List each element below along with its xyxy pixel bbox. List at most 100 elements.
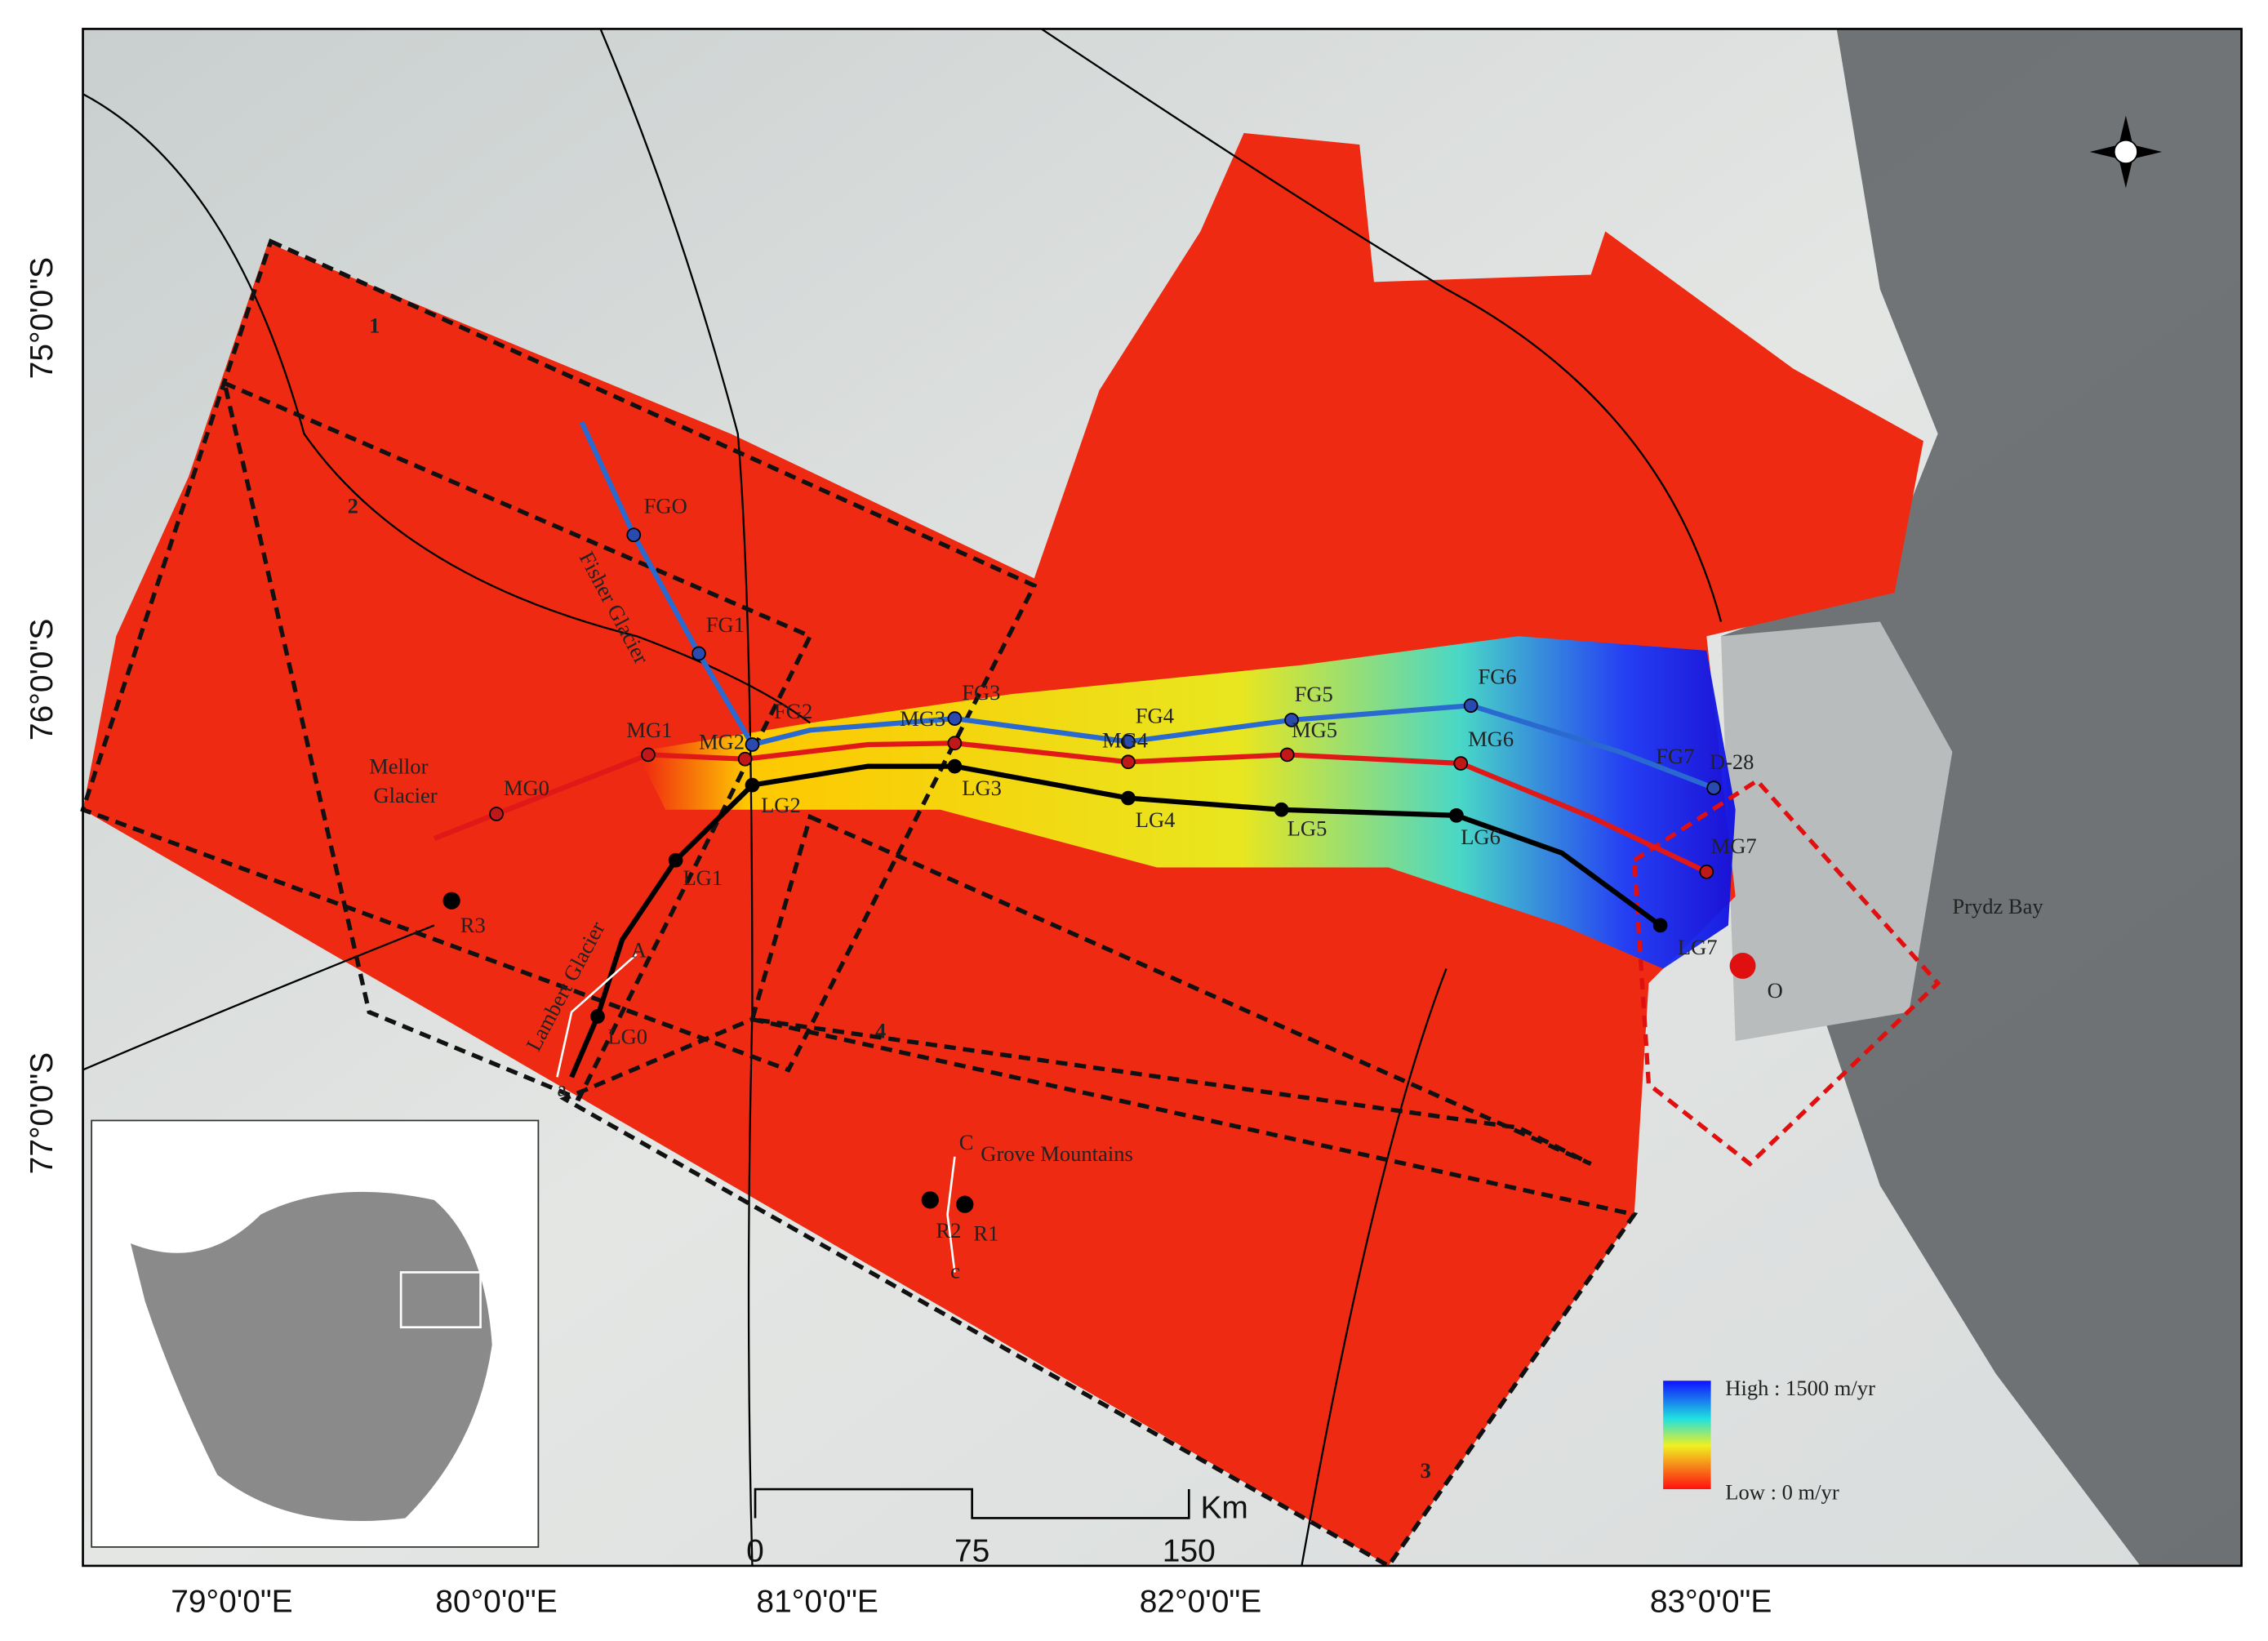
inset-extent bbox=[399, 1271, 482, 1329]
flow-point-label: MG3 bbox=[900, 706, 945, 731]
flow-point bbox=[745, 777, 760, 793]
scale-unit: Km bbox=[1200, 1490, 1247, 1525]
flow-point bbox=[1121, 754, 1136, 770]
flow-point bbox=[737, 751, 753, 767]
flow-point-label: LG3 bbox=[962, 776, 1002, 800]
flow-point bbox=[1463, 698, 1479, 714]
flow-point-label: LG5 bbox=[1287, 816, 1327, 841]
flow-point-label: MG5 bbox=[1292, 718, 1337, 742]
flow-point bbox=[489, 807, 504, 821]
flow-point bbox=[692, 646, 706, 661]
flow-point bbox=[947, 711, 963, 727]
place-label: Prydz Bay bbox=[1952, 894, 2043, 918]
region-box bbox=[749, 813, 1592, 1167]
flow-point-label: LG0 bbox=[607, 1025, 647, 1049]
site-label: R1 bbox=[973, 1221, 998, 1245]
flow-point bbox=[1121, 790, 1136, 806]
region-box bbox=[559, 1016, 1639, 1569]
flow-point-label: FG5 bbox=[1295, 682, 1333, 706]
region-number: 3 bbox=[1421, 1458, 1431, 1483]
lg-line bbox=[569, 763, 1662, 1078]
flow-point-label: MG1 bbox=[626, 718, 672, 742]
latitude-label: 76°0'0"S bbox=[24, 619, 60, 740]
flow-point-label: MG0 bbox=[504, 776, 549, 800]
longitude-label: 80°0'0"E bbox=[435, 1585, 557, 1620]
region-box bbox=[221, 379, 813, 1102]
region-number: 2 bbox=[348, 494, 358, 518]
flow-point-label: MG6 bbox=[1468, 727, 1514, 751]
region-number: 4 bbox=[875, 1019, 886, 1043]
place-label: O bbox=[1768, 978, 1783, 1003]
profile-a bbox=[556, 953, 638, 1078]
velocity-field bbox=[82, 132, 1923, 1566]
scale-tick-label: 0 bbox=[746, 1534, 764, 1569]
subregion-boxes bbox=[80, 238, 1639, 1569]
scale-bar-line bbox=[754, 1488, 1190, 1519]
site-marker bbox=[956, 1195, 974, 1213]
flow-point bbox=[590, 1009, 605, 1024]
flow-point-label: MG7 bbox=[1711, 834, 1757, 858]
flow-point bbox=[947, 758, 963, 774]
profile-c bbox=[946, 1156, 956, 1273]
coastlines bbox=[82, 28, 1723, 1567]
flow-point bbox=[1279, 747, 1295, 763]
flow-point bbox=[1706, 780, 1721, 796]
flow-point-label: FG3 bbox=[962, 680, 1000, 705]
profile-end-label: a bbox=[557, 1076, 567, 1101]
flow-point-label: FGO bbox=[644, 494, 687, 518]
flow-point-label: LG4 bbox=[1136, 807, 1176, 832]
flow-point bbox=[1284, 713, 1299, 727]
ocean bbox=[1720, 29, 2242, 1566]
scale-tick-label: 75 bbox=[954, 1534, 989, 1569]
flow-point bbox=[641, 747, 656, 763]
region-box bbox=[80, 238, 1038, 1073]
boundary-line bbox=[1301, 968, 1448, 1567]
boundary-line bbox=[1041, 28, 1723, 622]
flow-point-label: MG4 bbox=[1102, 728, 1148, 753]
boundary-line bbox=[82, 93, 812, 724]
latitude-label: 77°0'0"S bbox=[24, 1052, 60, 1174]
flow-point bbox=[626, 527, 642, 543]
site-marker bbox=[921, 1191, 939, 1209]
flow-point-label: FG2 bbox=[774, 699, 812, 723]
flow-point-label: FG1 bbox=[706, 612, 745, 637]
flow-point-label: LG1 bbox=[683, 865, 723, 890]
flow-point bbox=[1652, 918, 1668, 933]
scale-bar bbox=[754, 1488, 1190, 1519]
profile-end-label: C bbox=[959, 1130, 974, 1154]
flow-point bbox=[1274, 802, 1289, 817]
flow-point-label: LG2 bbox=[761, 793, 801, 817]
flow-point-label: LG7 bbox=[1678, 935, 1718, 959]
flow-point-label: LG6 bbox=[1461, 825, 1501, 849]
fast-ice bbox=[1720, 621, 1953, 1042]
place-label: Mellor bbox=[369, 754, 428, 778]
study-box bbox=[1631, 777, 1941, 1167]
legend-low: Low : 0 m/yr bbox=[1725, 1479, 1839, 1504]
place-label: Grove Mountains bbox=[981, 1141, 1133, 1166]
flow-point bbox=[668, 852, 683, 868]
flow-point bbox=[1453, 756, 1469, 771]
scale-tick-label: 150 bbox=[1163, 1534, 1216, 1569]
flow-point bbox=[1449, 807, 1464, 823]
longitude-label: 81°0'0"E bbox=[756, 1585, 878, 1620]
legend-ramp bbox=[1663, 1381, 1711, 1490]
flow-point bbox=[745, 737, 760, 752]
longitude-label: 83°0'0"E bbox=[1650, 1585, 1772, 1620]
legend-high: High : 1500 m/yr bbox=[1725, 1376, 1875, 1400]
flow-point-label: FG4 bbox=[1136, 703, 1174, 727]
profile-end-label: A bbox=[631, 937, 647, 962]
place-label: Glacier bbox=[373, 783, 437, 807]
region-number: 1 bbox=[369, 313, 380, 337]
latitude-label: 75°0'0"S bbox=[24, 257, 60, 379]
longitude-label: 79°0'0"E bbox=[171, 1585, 292, 1620]
flow-point-label: FG6 bbox=[1478, 665, 1516, 689]
flow-point bbox=[947, 736, 963, 751]
site-marker bbox=[442, 892, 460, 909]
point-o-marker bbox=[1729, 953, 1756, 979]
flow-point bbox=[1121, 734, 1136, 749]
map-frame bbox=[82, 28, 2243, 1568]
place-label: D-28 bbox=[1710, 749, 1754, 774]
site-label: R2 bbox=[936, 1218, 961, 1243]
site-label: R3 bbox=[460, 913, 486, 937]
